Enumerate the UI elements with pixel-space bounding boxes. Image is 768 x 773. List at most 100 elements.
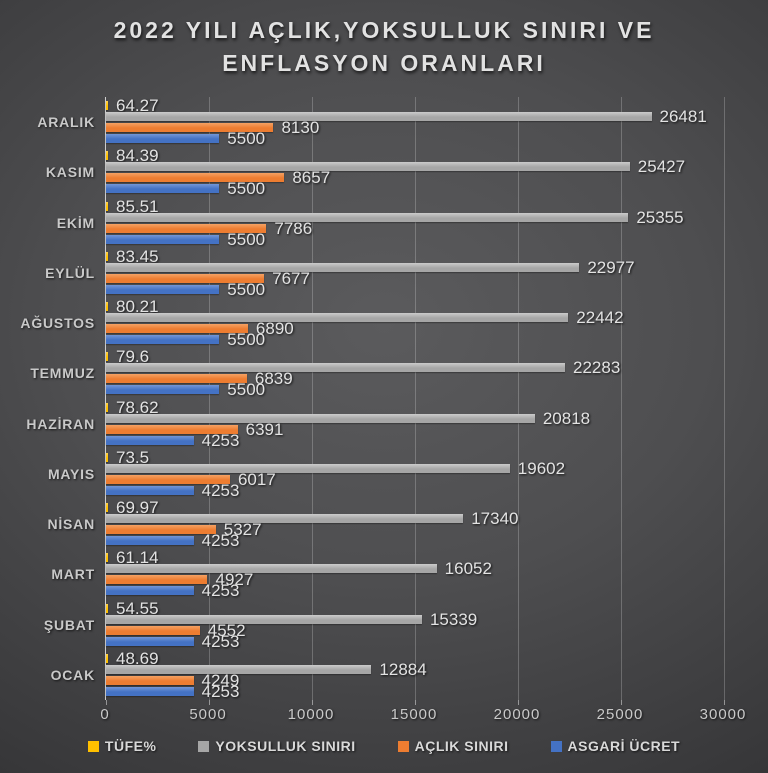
bar-row: 85.51 [106, 196, 724, 216]
bar-row: 5500 [106, 380, 724, 400]
bar-group-ağustos: 80.21 22442 6890 5500 [106, 298, 724, 348]
category-label-aralik: ARALIK [37, 114, 95, 131]
bar-asgari-ücret [106, 134, 220, 143]
bar-row: 64.27 [106, 97, 724, 114]
bar-row: 83.45 [106, 248, 724, 265]
bar-tüfe% [106, 352, 108, 362]
bar-yoksulluk-siniri [106, 162, 630, 172]
bar-row: 26481 [106, 108, 724, 125]
bar-row: 73.5 [106, 447, 724, 467]
bar-group-aralik: 64.27 26481 8130 5500 [106, 97, 724, 147]
bar-yoksulluk-siniri [106, 413, 535, 423]
bar-group-mart: 61.14 16052 4927 4253 [106, 549, 724, 599]
legend-item-asgari-ücret: ASGARİ ÜCRET [550, 738, 681, 754]
x-tick-label-10000: 10000 [287, 706, 335, 723]
bar-tüfe% [106, 402, 108, 412]
gridline-x-25000 [621, 97, 622, 700]
gridline-x-20000 [518, 97, 519, 700]
axis-tick-x-10000 [312, 700, 313, 705]
bar-group-hazi̇ran: 78.62 20818 6391 4253 [106, 399, 724, 449]
bar-value-label: 80.21 [116, 297, 159, 316]
bar-a-lik-siniri [106, 474, 230, 484]
bar-value-label: 22442 [576, 308, 624, 327]
bar-value-label: 73.5 [116, 447, 150, 467]
bar-group-mayis: 73.5 19602 6017 4253 [106, 449, 724, 499]
x-tick-label-30000: 30000 [699, 706, 747, 723]
bar-value-label: 22283 [573, 358, 621, 378]
bar-row: 5500 [106, 331, 724, 348]
category-label-mart: MART [51, 566, 95, 583]
bar-row: 25427 [106, 158, 724, 175]
bar-group-eylül: 83.45 22977 7677 5500 [106, 248, 724, 298]
bar-value-label: 6890 [255, 319, 294, 338]
bar-value-label: 7786 [274, 218, 313, 238]
axis-tick-x-0 [106, 700, 107, 705]
legend-swatch-icon [397, 740, 409, 752]
bar-row: 8657 [106, 168, 724, 188]
x-axis-labels: 0 5000 10000 15000 20000 25000 30000 [100, 706, 745, 728]
category-label-kasim: KASIM [45, 164, 95, 181]
bar-group-şubat: 54.55 15339 4552 4253 [106, 600, 724, 650]
bar-row: 78.62 [106, 399, 724, 416]
bar-a-lik-siniri [106, 173, 285, 183]
bar-row: 17340 [106, 509, 724, 528]
bar-tüfe% [106, 603, 108, 613]
legend-item-a-lik-siniri: AÇLIK SINIRI [397, 738, 509, 754]
bar-value-label: 15339 [429, 609, 478, 629]
bar-value-label: 6017 [237, 469, 276, 489]
legend-label: AÇLIK SINIRI [414, 738, 509, 754]
bar-a-lik-siniri [106, 625, 200, 635]
bar-asgari-ücret [106, 586, 194, 596]
bar-row: 7786 [106, 218, 724, 238]
category-label-ocak: OCAK [50, 666, 95, 683]
bar-value-label: 4253 [201, 480, 240, 500]
legend-swatch-icon [550, 740, 562, 752]
bar-value-label: 5327 [223, 520, 262, 539]
bar-value-label: 85.51 [116, 196, 159, 216]
bar-value-label: 48.69 [116, 648, 159, 668]
bar-row: 22283 [106, 358, 724, 378]
bar-value-label: 5500 [227, 380, 266, 400]
legend-item-yoksulluk-siniri: YOKSULLUK SINIRI [198, 738, 355, 754]
bar-row: 61.14 [106, 548, 724, 568]
bar-row: 22977 [106, 257, 724, 277]
bar-group-ni̇san: 69.97 17340 5327 4253 [106, 499, 724, 549]
bar-yoksulluk-siniri [106, 514, 464, 523]
bar-value-label: 8657 [292, 168, 331, 188]
bar-asgari-ücret [106, 536, 194, 545]
bar-value-label: 25355 [636, 207, 684, 227]
bar-row: 54.55 [106, 598, 724, 618]
bar-row: 25355 [106, 207, 724, 227]
bar-row: 4927 [106, 571, 724, 588]
bar-value-label: 54.55 [116, 598, 159, 618]
bar-a-lik-siniri [106, 324, 248, 333]
legend-label: YOKSULLUK SINIRI [215, 738, 356, 754]
bar-value-label: 61.14 [116, 548, 159, 568]
category-label-eki̇m: EKİM [56, 214, 95, 231]
bar-asgari-ücret [106, 385, 220, 395]
bar-yoksulluk-siniri [106, 212, 629, 222]
bar-value-label: 79.6 [116, 347, 150, 367]
bar-value-label: 84.39 [116, 146, 159, 166]
category-label-mayis: MAYIS [47, 465, 95, 482]
x-tick-label-5000: 5000 [189, 706, 227, 723]
bar-asgari-ücret [106, 234, 220, 244]
bar-tüfe% [106, 201, 108, 211]
category-label-hazi̇ran: HAZİRAN [26, 415, 95, 432]
bar-value-label: 19602 [517, 458, 566, 478]
bar-row: 80.21 [106, 297, 724, 316]
legend-swatch-icon [87, 740, 99, 752]
x-tick-label-25000: 25000 [596, 706, 644, 723]
axis-tick-x-20000 [518, 700, 519, 705]
bar-a-lik-siniri [106, 123, 274, 132]
bar-tüfe% [106, 653, 108, 663]
bar-asgari-ücret [106, 284, 220, 294]
bar-value-label: 17340 [471, 509, 519, 528]
legend-swatch-icon [198, 740, 210, 752]
category-label-eylül: EYLÜL [45, 264, 95, 281]
bar-row: 4552 [106, 622, 724, 639]
bar-row: 19602 [106, 458, 724, 478]
bar-row: 79.6 [106, 347, 724, 367]
bar-yoksulluk-siniri [106, 664, 372, 674]
bar-value-label: 22977 [587, 257, 635, 277]
